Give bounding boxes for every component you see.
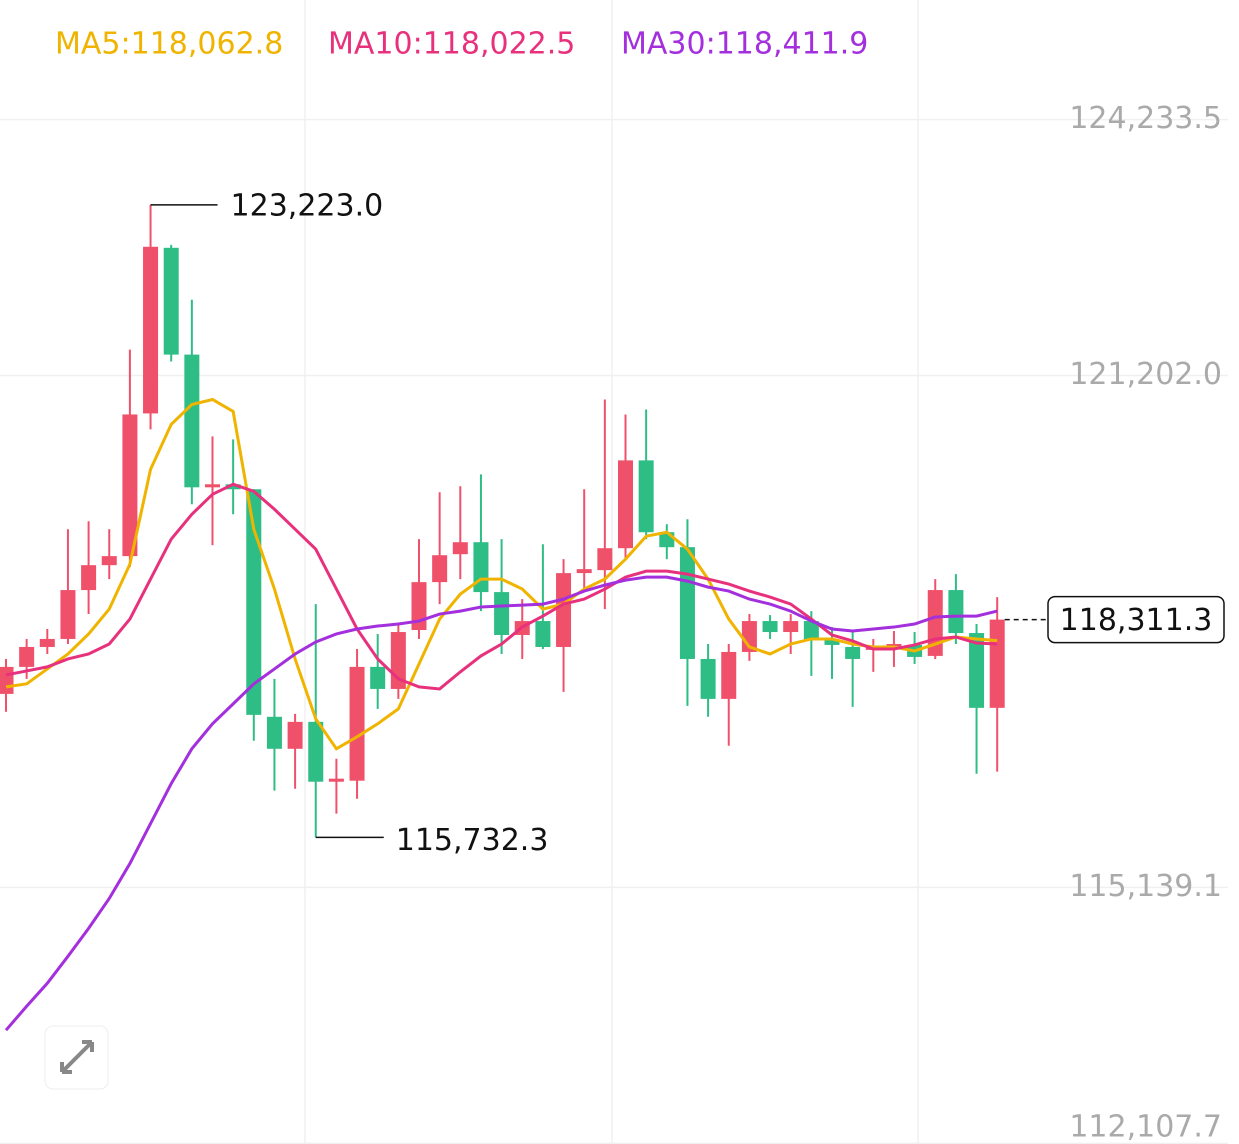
last-price-box <box>1047 595 1225 644</box>
y-tick-label: 115,139.1 <box>1069 869 1222 904</box>
candle-body <box>783 621 799 633</box>
candle-body <box>948 590 964 634</box>
candle-body <box>845 646 861 659</box>
candle-body <box>287 721 303 749</box>
candle-body <box>39 638 55 647</box>
candle-body <box>432 555 448 583</box>
candle-body <box>989 619 1005 708</box>
candle-body <box>494 592 510 635</box>
candles <box>0 204 1005 838</box>
candle-body <box>163 247 179 355</box>
y-tick-label: 112,107.7 <box>1069 1110 1222 1144</box>
ma-line <box>5 482 998 691</box>
candle-body <box>246 489 262 715</box>
candle-body <box>721 651 737 699</box>
min-label: 115,732.3 <box>396 823 549 858</box>
candle-body <box>370 666 386 689</box>
candle-body <box>679 547 695 659</box>
candle-body <box>81 565 97 591</box>
candle-body <box>556 573 572 647</box>
candle-body <box>969 633 985 708</box>
last-price-label: 118,311.3 <box>1060 603 1213 638</box>
expand-button[interactable] <box>44 1025 109 1090</box>
candle-body <box>452 542 468 555</box>
candle-body <box>638 460 654 533</box>
legend-label: MA30:118,411.9 <box>621 27 868 62</box>
candle-body <box>597 548 613 571</box>
candle-body <box>143 246 159 414</box>
candle-body <box>700 658 716 699</box>
expand-icon <box>60 1040 94 1074</box>
candle-body <box>618 460 633 549</box>
candle-body <box>411 582 427 631</box>
candle-body <box>0 666 14 694</box>
candle-body <box>205 484 220 488</box>
candle-body <box>225 484 241 490</box>
ma-line <box>4 575 998 1032</box>
candle-body <box>19 646 35 667</box>
candle-body <box>101 556 117 566</box>
ma-line <box>5 397 998 751</box>
candle-body <box>60 590 76 639</box>
candle-body <box>824 639 840 645</box>
ma-lines <box>4 397 998 1032</box>
max-label: 123,223.0 <box>231 188 384 223</box>
candle-body <box>576 569 592 574</box>
legend-label: MA10:118,022.5 <box>328 27 575 62</box>
candle-body <box>328 778 344 782</box>
candle-body <box>535 621 551 647</box>
legend-label: MA5:118,062.8 <box>55 27 283 62</box>
candle-body <box>266 716 282 749</box>
candle-body <box>308 721 324 782</box>
candle-body <box>762 621 778 633</box>
candle-body <box>184 354 200 488</box>
candle-body <box>803 621 819 640</box>
candle-body <box>122 414 138 557</box>
y-tick-label: 124,233.5 <box>1069 101 1222 136</box>
candle-body <box>349 666 365 781</box>
grid: 112,107.7 115,139.1 121,202.0 124,233.5 <box>0 101 1228 1144</box>
y-tick-label: 121,202.0 <box>1069 357 1222 392</box>
annotations: 123,223.0 115,732.3 118,311.3 <box>150 188 1225 858</box>
